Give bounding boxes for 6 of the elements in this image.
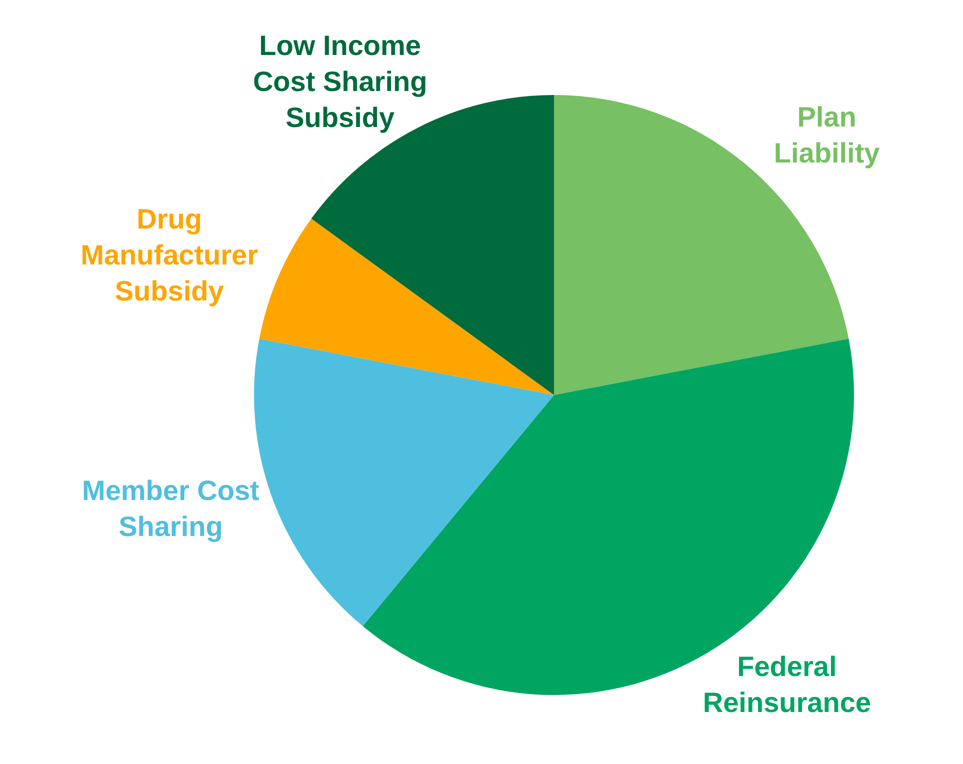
pie-slice [259,218,554,395]
slice-label: Low Income Cost Sharing Subsidy [252,30,428,134]
slice-label: Plan Liability [774,101,880,168]
slice-label: Drug Manufacturer Subsidy [80,204,258,307]
slice-label: Member Cost Sharing [82,475,260,542]
slice-label: Federal Reinsurance [702,650,871,718]
